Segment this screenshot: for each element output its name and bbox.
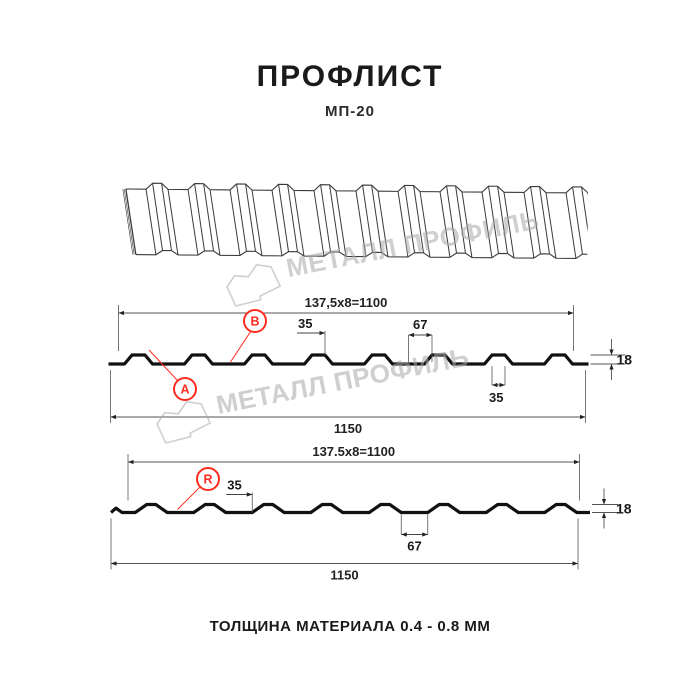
svg-text:18: 18 xyxy=(616,501,632,517)
svg-text:67: 67 xyxy=(407,539,421,554)
svg-text:R: R xyxy=(203,473,212,487)
svg-text:35: 35 xyxy=(227,478,241,493)
svg-text:1150: 1150 xyxy=(330,568,358,583)
svg-text:137.5x8=1100: 137.5x8=1100 xyxy=(312,444,395,459)
